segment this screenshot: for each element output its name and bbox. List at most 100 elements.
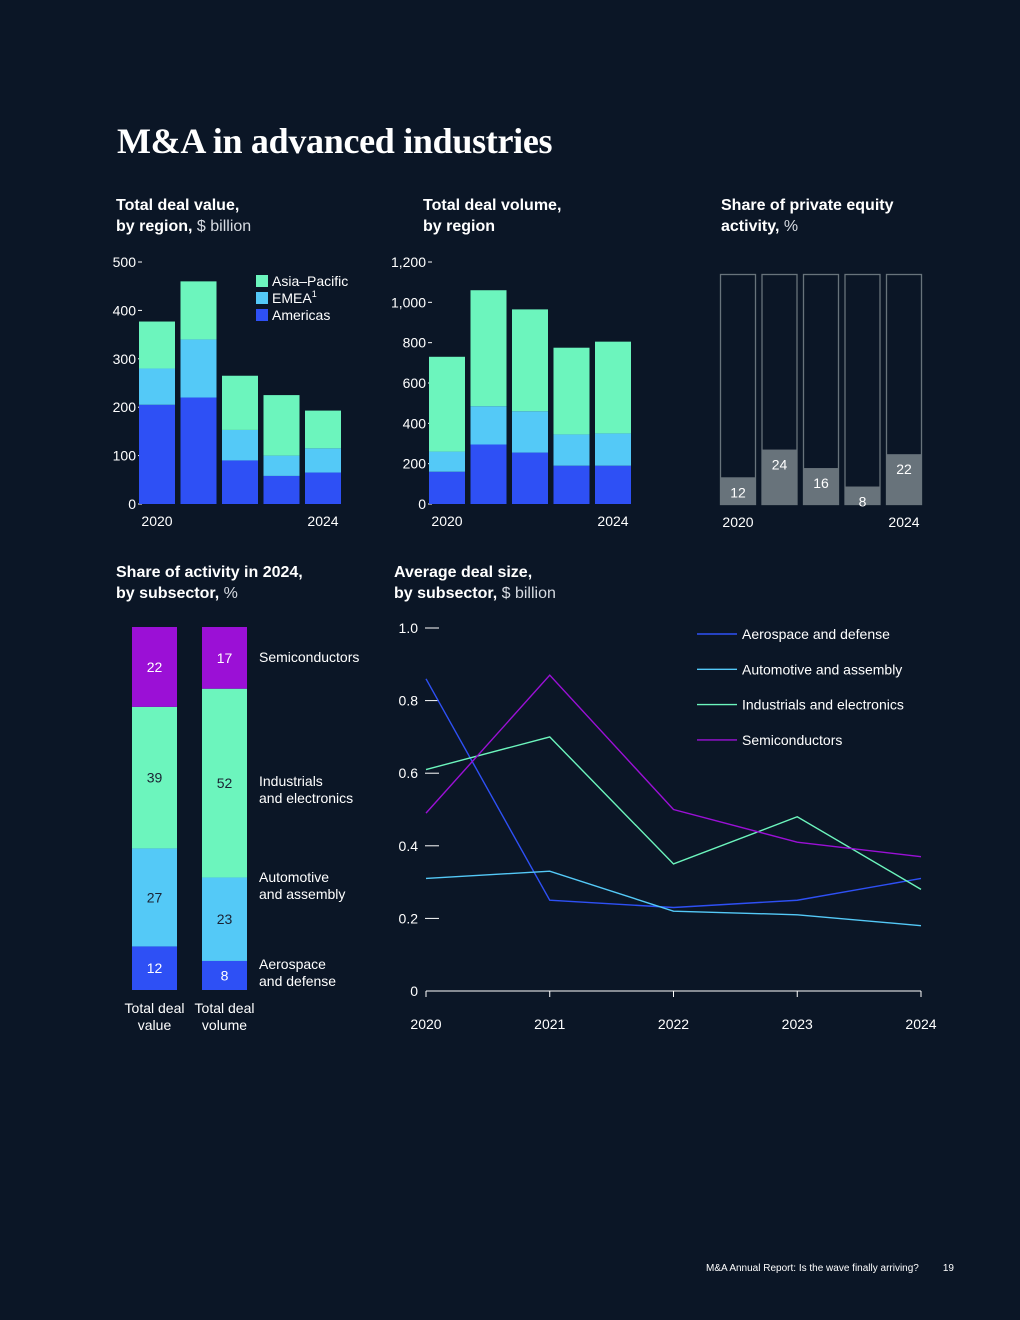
- avg-deal-size-subtitle: by subsector,: [394, 585, 498, 602]
- subsector-share-heading: Share of activity in 2024, by subsector,…: [116, 562, 303, 604]
- deal-volume-ytick-label: 400: [403, 415, 427, 431]
- deal-volume-ytick-label: 200: [403, 456, 427, 472]
- pe-share-bar-2022: [803, 468, 839, 505]
- subsector-value-label-aerospace-and-defense: 12: [147, 960, 163, 976]
- deal-value-legend-swatch-asia-pacific: [256, 275, 268, 287]
- pe-share-value-label-2023: 8: [859, 494, 867, 510]
- deal-value-legend-swatch-americas: [256, 309, 268, 321]
- deal-volume-bar-asia-pacific-2024: [595, 341, 631, 434]
- deal-volume-bar-emea-2023: [553, 434, 590, 466]
- pe-share-bar-2024: [886, 454, 922, 505]
- avg-deal-size-ytick-label: 1.0: [399, 620, 419, 636]
- emea-footnote-marker: 1: [312, 289, 317, 299]
- deal-volume-bar-emea-2021: [470, 406, 507, 445]
- deal-value-bar-asia-pacific-2024: [305, 410, 341, 449]
- subsector-category-label: volume: [202, 1017, 247, 1033]
- deal-value-legend-label-asia-pacific: Asia–Pacific: [272, 273, 348, 289]
- pe-share-heading: Share of private equity activity, %: [721, 195, 894, 237]
- avg-deal-size-xtick-label: 2024: [905, 1016, 936, 1032]
- deal-volume-ytick-label: 1,200: [391, 254, 426, 270]
- deal-value-bar-americas-2021: [180, 397, 217, 504]
- deal-value-subtitle: by region,: [116, 218, 193, 235]
- deal-value-ytick-label: 0: [128, 496, 136, 512]
- deal-volume-ytick-label: 0: [418, 496, 426, 512]
- subsector-value-label-aerospace-and-defense: 8: [221, 967, 229, 983]
- subsector-bar-semiconductors-total-deal-volume: [202, 627, 247, 689]
- avg-deal-size-xtick-label: 2023: [782, 1016, 813, 1032]
- pe-share-bar-2020: [720, 477, 756, 505]
- deal-volume-bar-asia-pacific-2021: [470, 290, 507, 407]
- subsector-bar-aerospace-and-defense-total-deal-value: [132, 946, 177, 990]
- deal-volume-subtitle: by region: [423, 218, 496, 235]
- subsector-series-label-industrials-and-electronics: and electronics: [259, 790, 353, 806]
- pe-share-title: Share of private equity: [721, 197, 894, 214]
- deal-value-bar-asia-pacific-2022: [222, 375, 258, 430]
- avg-deal-size-xtick-label: 2022: [658, 1016, 689, 1032]
- deal-value-bar-asia-pacific-2021: [180, 281, 217, 340]
- pe-share-bar-outline-2020: [719, 273, 757, 506]
- avg-deal-size-ytick-label: 0.6: [399, 765, 419, 781]
- deal-value-bar-emea-2022: [222, 429, 258, 461]
- subsector-category-label: value: [138, 1017, 172, 1033]
- deal-value-bar-americas-2023: [263, 475, 300, 504]
- deal-volume-heading: Total deal volume, by region: [423, 195, 561, 237]
- deal-value-unit: $ billion: [196, 218, 252, 235]
- subsector-value-label-automotive-and-assembly: 27: [147, 889, 163, 905]
- subsector-bar-automotive-and-assembly-total-deal-volume: [202, 877, 247, 961]
- deal-value-bar-emea-2021: [180, 339, 217, 398]
- subsector-value-label-industrials-and-electronics: 39: [147, 770, 163, 786]
- avg-deal-size-ytick-label: 0: [410, 983, 418, 999]
- deal-volume-bar-emea-2024: [595, 433, 631, 466]
- deal-value-ytick-label: 300: [113, 351, 137, 367]
- subsector-bar-semiconductors-total-deal-value: [132, 627, 177, 707]
- deal-volume-ytick-label: 600: [403, 375, 427, 391]
- subsector-share-title: Share of activity in 2024,: [116, 564, 303, 581]
- pe-share-value-label-2024: 22: [896, 461, 912, 477]
- deal-value-legend-swatch-emea: [256, 292, 268, 304]
- avg-deal-size-ytick-label: 0.4: [399, 838, 419, 854]
- avg-deal-size-heading: Average deal size, by subsector, $ billi…: [394, 562, 556, 604]
- deal-value-bar-emea-2020: [139, 368, 175, 405]
- avg-deal-size-ytick-label: 0.8: [399, 693, 419, 709]
- pe-share-value-label-2022: 16: [813, 475, 829, 491]
- subsector-series-label-aerospace-and-defense: and defense: [259, 973, 336, 989]
- subsector-share-unit: %: [223, 585, 238, 602]
- deal-value-bar-americas-2022: [222, 460, 258, 504]
- deal-value-bar-emea-2024: [305, 448, 341, 473]
- avg-deal-size-line-semiconductors: [425, 674, 922, 858]
- deal-value-bar-asia-pacific-2020: [139, 321, 175, 369]
- deal-value-bar-emea-2023: [263, 455, 300, 476]
- subsector-value-label-semiconductors: 22: [147, 659, 163, 675]
- subsector-series-label-aerospace-and-defense: Aerospace: [259, 956, 326, 972]
- deal-volume-bar-emea-2020: [429, 451, 465, 472]
- deal-volume-bar-americas-2021: [470, 444, 507, 504]
- deal-value-legend-label-emea: EMEA1: [272, 289, 317, 306]
- deal-volume-title: Total deal volume,: [423, 197, 562, 214]
- subsector-category-label: Total deal: [125, 1000, 185, 1016]
- deal-volume-xtick-label: 2024: [597, 513, 628, 529]
- deal-value-legend-label-americas: Americas: [272, 307, 330, 323]
- deal-value-title: Total deal value,: [116, 197, 240, 214]
- avg-deal-size-line-industrials-and-electronics: [425, 736, 922, 890]
- pe-share-xtick-label: 2024: [888, 514, 919, 530]
- deal-volume-bar-asia-pacific-2020: [429, 356, 465, 452]
- pe-share-subtitle: activity,: [721, 218, 780, 235]
- subsector-bar-industrials-and-electronics-total-deal-value: [132, 706, 177, 849]
- avg-deal-size-unit: $ billion: [501, 585, 556, 602]
- deal-value-ytick-label: 200: [113, 399, 137, 415]
- deal-value-bar-americas-2024: [305, 472, 341, 504]
- deal-value-ytick-label: 400: [113, 302, 137, 318]
- deal-volume-ytick-label: 1,000: [391, 294, 426, 310]
- subsector-category-label: Total deal: [195, 1000, 255, 1016]
- footer-text: M&A Annual Report: Is the wave finally a…: [705, 1263, 919, 1274]
- subsector-value-label-automotive-and-assembly: 23: [217, 911, 233, 927]
- pe-share-bar-outline-2023: [844, 273, 881, 506]
- page-number: 19: [942, 1263, 954, 1274]
- deal-value-ytick-label: 100: [113, 448, 137, 464]
- deal-volume-bar-emea-2022: [512, 411, 548, 453]
- pe-share-bar-2021: [761, 449, 798, 505]
- avg-deal-size-xtick-label: 2020: [410, 1016, 441, 1032]
- avg-deal-size-legend-label-semiconductors: Semiconductors: [742, 732, 842, 748]
- avg-deal-size-legend-label-automotive-and-assembly: Automotive and assembly: [742, 661, 902, 677]
